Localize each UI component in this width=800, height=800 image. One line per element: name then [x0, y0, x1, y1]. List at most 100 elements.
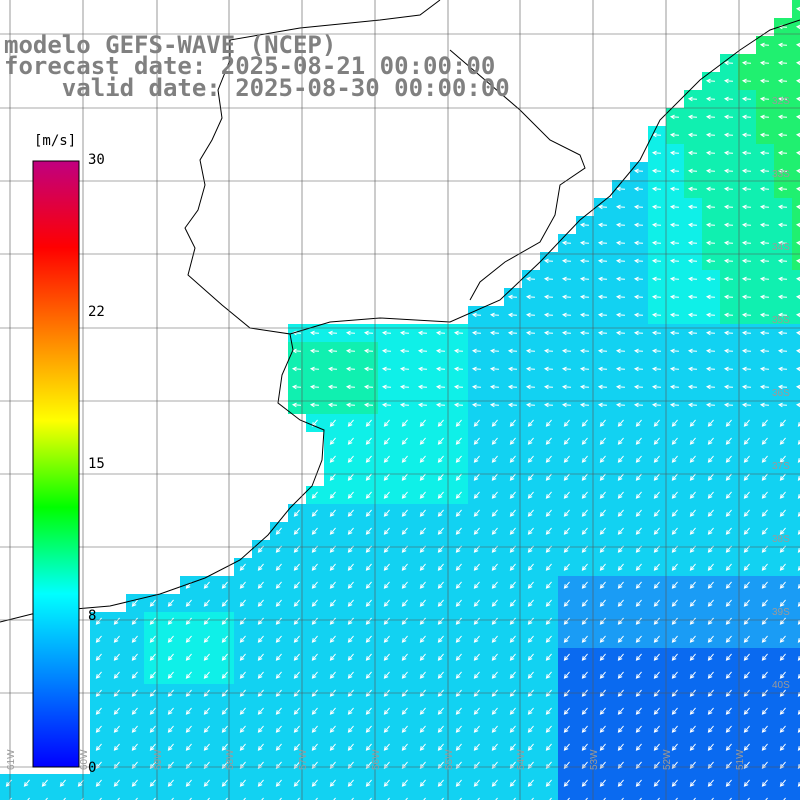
wind-arrow	[563, 707, 570, 715]
wind-arrow	[153, 797, 156, 800]
wind-arrow	[329, 527, 336, 535]
wind-arrow	[507, 402, 518, 408]
wind-arrow	[653, 707, 660, 715]
wind-arrow	[707, 437, 714, 445]
wind-arrow	[635, 725, 642, 733]
longitude-label: 61W	[6, 749, 17, 770]
wind-cell	[792, 0, 800, 18]
wind-arrow	[545, 617, 552, 625]
wind-arrow	[779, 437, 786, 445]
wind-cell	[756, 792, 774, 800]
wind-cell	[792, 396, 800, 414]
wind-arrow	[113, 617, 120, 625]
wind-arrow	[795, 78, 800, 84]
wind-arrow	[777, 384, 788, 390]
wind-arrow	[365, 617, 372, 625]
wind-arrow	[525, 312, 536, 318]
wind-arrow	[635, 581, 642, 589]
wind-arrow	[777, 204, 788, 210]
wind-arrow	[383, 491, 390, 499]
wind-arrow	[167, 653, 174, 661]
wind-arrow	[743, 671, 750, 679]
wind-arrow	[293, 635, 300, 643]
wind-arrow	[329, 617, 336, 625]
wind-arrow	[725, 671, 732, 679]
wind-arrow	[653, 491, 660, 499]
wind-arrow	[723, 366, 734, 372]
wind-arrow	[365, 707, 372, 715]
wind-arrow	[509, 635, 516, 643]
wind-arrow	[149, 653, 156, 661]
wind-arrow	[617, 581, 624, 589]
wind-arrow	[777, 222, 788, 228]
wind-cell	[504, 792, 522, 800]
wind-arrow	[383, 473, 390, 481]
valid-date: valid date: 2025-08-30 00:00:00	[4, 74, 510, 102]
wind-arrow	[455, 779, 462, 787]
wind-arrow	[525, 348, 536, 354]
wind-arrow	[705, 384, 716, 390]
wind-arrow	[669, 294, 680, 300]
wind-arrow	[707, 491, 714, 499]
wind-arrow	[707, 473, 714, 481]
wind-arrow	[635, 617, 642, 625]
wind-arrow	[795, 366, 800, 372]
wind-cell	[792, 594, 800, 612]
wind-arrow	[671, 473, 678, 481]
wind-cell	[792, 792, 800, 800]
wind-arrow	[239, 617, 246, 625]
wind-arrow	[689, 653, 696, 661]
wind-cell	[792, 540, 800, 558]
wind-arrow	[795, 276, 800, 282]
wind-arrow	[581, 617, 588, 625]
wind-arrow	[545, 707, 552, 715]
wind-arrow	[671, 653, 678, 661]
wind-arrow	[293, 743, 300, 751]
wind-arrow	[455, 419, 462, 427]
wind-arrow	[527, 743, 534, 751]
wind-arrow	[489, 366, 500, 372]
wind-arrow	[797, 656, 800, 661]
wind-arrow	[239, 581, 246, 589]
wind-arrow	[423, 797, 426, 800]
wind-arrow	[617, 491, 624, 499]
wind-arrow	[239, 671, 246, 679]
wind-arrow	[311, 581, 318, 589]
wind-arrow	[543, 366, 554, 372]
wind-arrow	[579, 384, 590, 390]
wind-cell	[198, 792, 216, 800]
wind-arrow	[597, 222, 608, 228]
wind-cell	[792, 558, 800, 576]
wind-arrow	[401, 779, 408, 787]
wind-arrow	[633, 240, 644, 246]
wind-arrow	[383, 725, 390, 733]
wind-arrow	[291, 384, 302, 390]
wind-arrow	[311, 617, 318, 625]
wind-arrow	[633, 294, 644, 300]
wind-arrow	[633, 276, 644, 282]
wind-arrow	[743, 653, 750, 661]
wind-arrow	[669, 312, 680, 318]
wind-arrow	[561, 258, 572, 264]
wind-arrow	[761, 563, 768, 571]
wind-arrow	[707, 653, 714, 661]
wind-arrow	[381, 366, 392, 372]
wind-arrow	[797, 476, 800, 481]
colorbar-tick-22: 22	[88, 304, 105, 320]
wind-arrow	[203, 671, 210, 679]
wind-arrow	[327, 366, 338, 372]
wind-arrow	[473, 455, 480, 463]
wind-arrow	[381, 384, 392, 390]
wind-arrow	[653, 509, 660, 517]
wind-arrow	[207, 797, 210, 800]
latitude-label: 38S	[772, 534, 790, 545]
wind-arrow	[797, 602, 800, 607]
wind-arrow	[653, 635, 660, 643]
wind-arrow	[615, 348, 626, 354]
wind-arrow	[545, 599, 552, 607]
wind-arrow	[617, 599, 624, 607]
wind-arrow	[257, 707, 264, 715]
wind-arrow	[41, 779, 48, 787]
wind-arrow	[239, 653, 246, 661]
